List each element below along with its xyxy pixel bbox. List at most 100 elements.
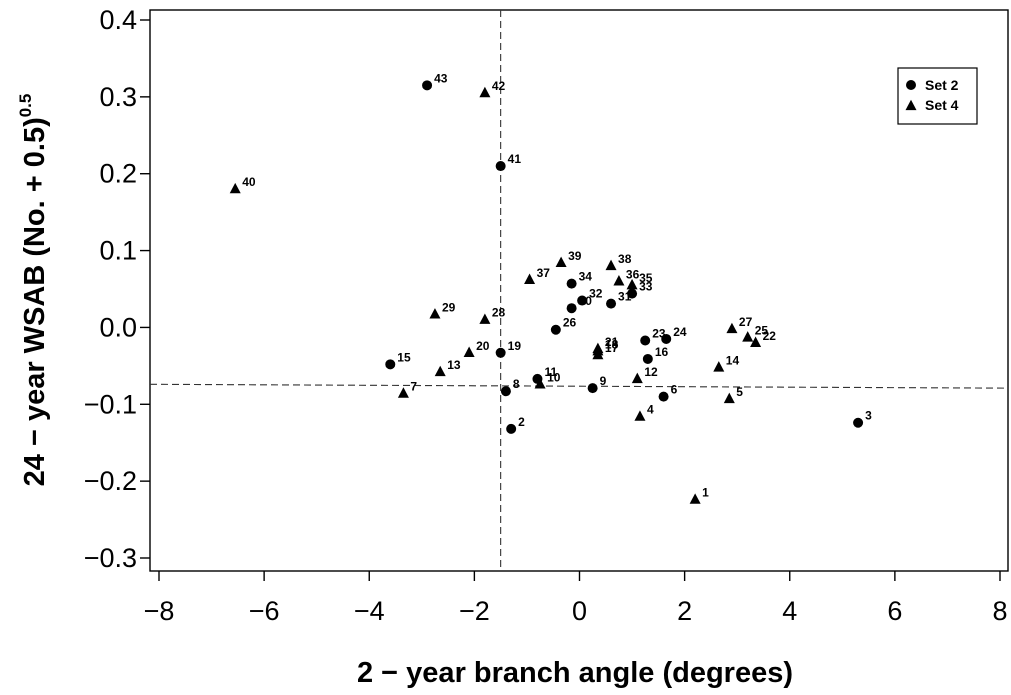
point-label: 29 <box>442 300 456 314</box>
point-label: 19 <box>508 339 522 353</box>
data-point-triangle <box>605 259 617 271</box>
point-label: 10 <box>547 370 561 384</box>
x-axis-title: 2 − year branch angle (degrees) <box>357 657 793 689</box>
data-point-circle <box>640 335 651 346</box>
point-label: 43 <box>434 71 448 85</box>
point-label: 5 <box>736 385 743 399</box>
point-label: 14 <box>726 353 740 367</box>
y-axis: −0.3 −0.2 −0.1 0.0 0.1 0.2 0.3 0.4 <box>84 5 150 573</box>
x-tick-label: 2 <box>677 596 692 626</box>
data-point-triangle <box>750 336 762 347</box>
data-point-circle <box>566 303 577 314</box>
y-tick-label: −0.2 <box>84 466 137 496</box>
point-label: 8 <box>513 377 520 391</box>
data-point-circle <box>495 161 506 172</box>
data-point-circle <box>506 423 517 434</box>
x-tick-label: −6 <box>249 596 280 626</box>
point-label: 21 <box>605 335 619 349</box>
point-label: 1 <box>702 486 709 500</box>
x-tick-label: 4 <box>782 596 797 626</box>
data-point-circle <box>577 295 588 306</box>
legend-label: Set 4 <box>925 97 959 113</box>
data-point-triangle <box>742 331 754 342</box>
x-tick-label: 8 <box>992 596 1007 626</box>
data-point-triangle <box>434 365 446 377</box>
y-tick-label: 0.1 <box>99 236 137 266</box>
legend-label: Set 2 <box>925 77 959 93</box>
data-point-circle <box>606 298 617 309</box>
x-tick-label: −4 <box>354 596 385 626</box>
point-label: 22 <box>763 329 777 343</box>
data-point-circle <box>422 80 433 91</box>
data-point-triangle <box>229 182 241 194</box>
data-point-triangle <box>479 86 491 98</box>
point-label: 13 <box>447 358 461 372</box>
plot-frame <box>149 9 1009 572</box>
data-point-triangle <box>723 392 735 404</box>
point-label: 20 <box>476 339 490 353</box>
data-point-circle <box>385 359 396 370</box>
data-point-triangle <box>726 322 738 334</box>
point-label: 3 <box>865 409 872 423</box>
data-point-triangle <box>534 378 546 389</box>
point-label: 16 <box>655 345 669 359</box>
point-label: 39 <box>568 249 582 263</box>
point-label: 36 <box>626 267 640 281</box>
y-tick-label: −0.1 <box>84 389 137 419</box>
data-point-triangle <box>626 278 638 290</box>
point-label: 42 <box>492 79 506 93</box>
legend-box <box>897 67 978 125</box>
point-label: 2 <box>518 415 525 429</box>
data-point-triangle <box>631 372 643 384</box>
point-label: 12 <box>644 365 658 379</box>
reference-lines <box>149 10 1009 571</box>
data-point-triangle <box>524 273 536 284</box>
data-point-triangle <box>555 256 567 268</box>
x-tick-label: 0 <box>572 596 587 626</box>
x-tick-label: −2 <box>459 596 490 626</box>
y-axis-title-exponent: 0.5 <box>16 94 35 118</box>
point-label: 15 <box>397 350 411 364</box>
point-label: 35 <box>639 271 653 285</box>
y-axis-title: 24 − year WSAB (No. + 0.5)0.5 <box>16 94 51 487</box>
data-point-triangle <box>463 346 475 357</box>
data-point-triangle <box>429 308 441 319</box>
data-point-triangle <box>689 493 701 504</box>
y-tick-label: 0.2 <box>99 159 137 189</box>
point-label: 24 <box>673 325 687 339</box>
point-label: 40 <box>242 175 256 189</box>
point-label: 11 <box>544 365 557 379</box>
x-tick-label: 6 <box>887 596 902 626</box>
y-tick-label: 0.0 <box>99 312 137 342</box>
point-label: 18 <box>605 337 619 351</box>
data-point-circle <box>658 391 669 402</box>
point-label: 17 <box>605 341 619 355</box>
data-point-circle <box>853 417 864 428</box>
legend-marker-triangle <box>905 99 917 111</box>
data-point-circle <box>642 353 653 364</box>
data-point-triangle <box>713 361 725 372</box>
data-point-circle <box>550 324 561 335</box>
point-label: 41 <box>508 152 522 166</box>
y-tick-label: 0.4 <box>99 5 137 35</box>
data-point-circle <box>566 278 577 289</box>
point-label: 7 <box>410 380 417 394</box>
data-point-circle <box>500 386 511 397</box>
point-label: 28 <box>492 306 506 320</box>
y-tick-label: 0.3 <box>99 82 137 112</box>
data-point-circle <box>495 347 506 358</box>
x-tick-label: −8 <box>144 596 175 626</box>
data-point-triangle <box>634 410 646 421</box>
point-label: 27 <box>739 315 753 329</box>
point-label: 37 <box>537 266 551 280</box>
y-axis-title-main: 24 − year WSAB (No. + 0.5) <box>19 117 51 486</box>
legend-marker-circle <box>906 80 916 90</box>
point-label: 33 <box>639 280 653 294</box>
reference-line-horizontal <box>149 383 1009 389</box>
y-tick-label: −0.3 <box>84 543 137 573</box>
data-points: 2368911151619232426303132333441431457101… <box>229 71 872 504</box>
data-point-triangle <box>592 342 604 354</box>
data-point-triangle <box>479 313 491 324</box>
point-label: 25 <box>755 323 769 337</box>
